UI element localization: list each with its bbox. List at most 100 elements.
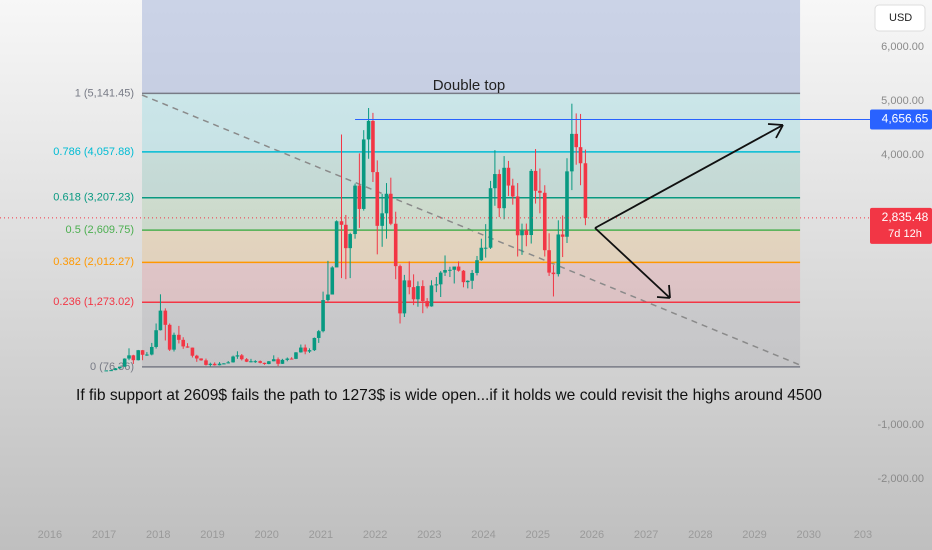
candle-body <box>402 280 407 314</box>
candle-body <box>547 250 551 273</box>
axes: 4,656.65 2,835.48 7d 12h 6,000.00 5,000.00 4,… <box>38 41 932 541</box>
price-tag <box>870 207 932 244</box>
y-tick-label: -1,000.00 <box>878 419 924 431</box>
candle-body <box>145 354 149 356</box>
candle-body <box>181 339 186 347</box>
candle-body <box>533 170 538 191</box>
candle-body <box>574 133 579 148</box>
candle-body <box>470 272 474 281</box>
y-tick-label: -2,000.00 <box>878 473 924 485</box>
candle-body <box>344 224 348 249</box>
candle-body <box>222 363 226 365</box>
candle-body <box>163 310 168 325</box>
candle-body <box>330 267 335 295</box>
arrow-down <box>594 227 671 299</box>
candle-body <box>361 139 366 209</box>
x-tick-label: 2020 <box>254 529 278 541</box>
candle-body <box>438 272 443 285</box>
fib-bands <box>142 0 801 367</box>
candle-body <box>538 190 542 193</box>
candle-body <box>551 272 556 275</box>
candle-body <box>348 234 352 249</box>
x-tick-label: 2025 <box>525 529 549 541</box>
candle-body <box>448 269 452 271</box>
candle-body <box>353 185 357 235</box>
candle-body <box>529 170 534 236</box>
candle-body <box>185 346 190 348</box>
candle-body <box>172 334 176 350</box>
currency-button[interactable] <box>874 4 926 32</box>
candle-body <box>393 223 398 267</box>
x-tick-label: 2026 <box>580 529 604 541</box>
y-tick-label: 4,000.00 <box>881 149 924 161</box>
x-tick-label: 2027 <box>634 529 658 541</box>
candle-body <box>289 358 294 360</box>
fib-label: 0.236 (1,273.02) <box>53 296 134 308</box>
candle-body <box>479 247 484 261</box>
fib-band <box>142 93 801 152</box>
candle-body <box>524 230 529 236</box>
candle-body <box>280 359 285 364</box>
candle-body <box>253 361 258 363</box>
candle-body <box>258 361 262 363</box>
candle-body <box>542 192 547 251</box>
candle-body <box>416 286 420 300</box>
candle-body <box>502 167 506 209</box>
candle-body <box>475 260 479 273</box>
candle-body <box>493 174 497 189</box>
candle-body <box>520 230 524 236</box>
candle-body <box>452 266 457 270</box>
candle-body <box>199 358 203 361</box>
candle-body <box>303 347 307 352</box>
candle-body <box>239 355 244 360</box>
candle-body <box>127 355 131 359</box>
candle-body <box>109 370 113 372</box>
x-tick-label: 2029 <box>742 529 766 541</box>
candle-body <box>578 147 583 164</box>
candle-body <box>375 172 380 226</box>
candle-body <box>483 247 488 249</box>
candle-body <box>565 171 569 237</box>
fib-label: 0.5 (2,609.75) <box>66 224 135 236</box>
fib-band <box>142 262 801 303</box>
x-tick-label: 2021 <box>309 529 333 541</box>
fib-band <box>142 197 801 231</box>
candle-body <box>371 120 375 173</box>
candle-body <box>231 356 235 363</box>
countdown: 7d 12h <box>888 228 922 240</box>
candle-body <box>226 362 231 364</box>
x-tick-label: 2023 <box>417 529 441 541</box>
candle-body <box>334 221 339 268</box>
x-tick-label: 2018 <box>146 529 170 541</box>
fib-band <box>142 230 801 263</box>
candle-body <box>357 185 362 209</box>
candle-body <box>326 294 330 301</box>
fib-label: 1 (5,141.45) <box>75 87 134 99</box>
x-tick-label: 203 <box>854 529 872 541</box>
candle-body <box>217 363 222 366</box>
candle-body <box>208 363 213 365</box>
candle-body <box>154 330 158 347</box>
x-tick-label: 2028 <box>688 529 712 541</box>
price-tag <box>870 109 932 130</box>
candle-body <box>235 355 240 357</box>
candle-body <box>425 301 429 307</box>
candle-body <box>158 310 163 331</box>
currency[interactable]: USD <box>889 12 912 24</box>
price-tag-label: 2,835.48 <box>882 210 929 224</box>
candle-body <box>556 234 561 275</box>
candle-body <box>113 368 118 371</box>
candle-body <box>122 358 127 367</box>
candle-body <box>465 280 470 283</box>
x-tick-label: 2030 <box>797 529 821 541</box>
candle-body <box>177 334 181 340</box>
candle-body <box>461 270 466 283</box>
candle-body <box>510 185 515 197</box>
candle-body <box>389 193 393 224</box>
candle-body <box>411 287 416 300</box>
candle-body <box>167 324 172 350</box>
x-tick-label: 2017 <box>92 529 116 541</box>
candle-body <box>285 358 290 360</box>
arrows <box>594 123 784 299</box>
